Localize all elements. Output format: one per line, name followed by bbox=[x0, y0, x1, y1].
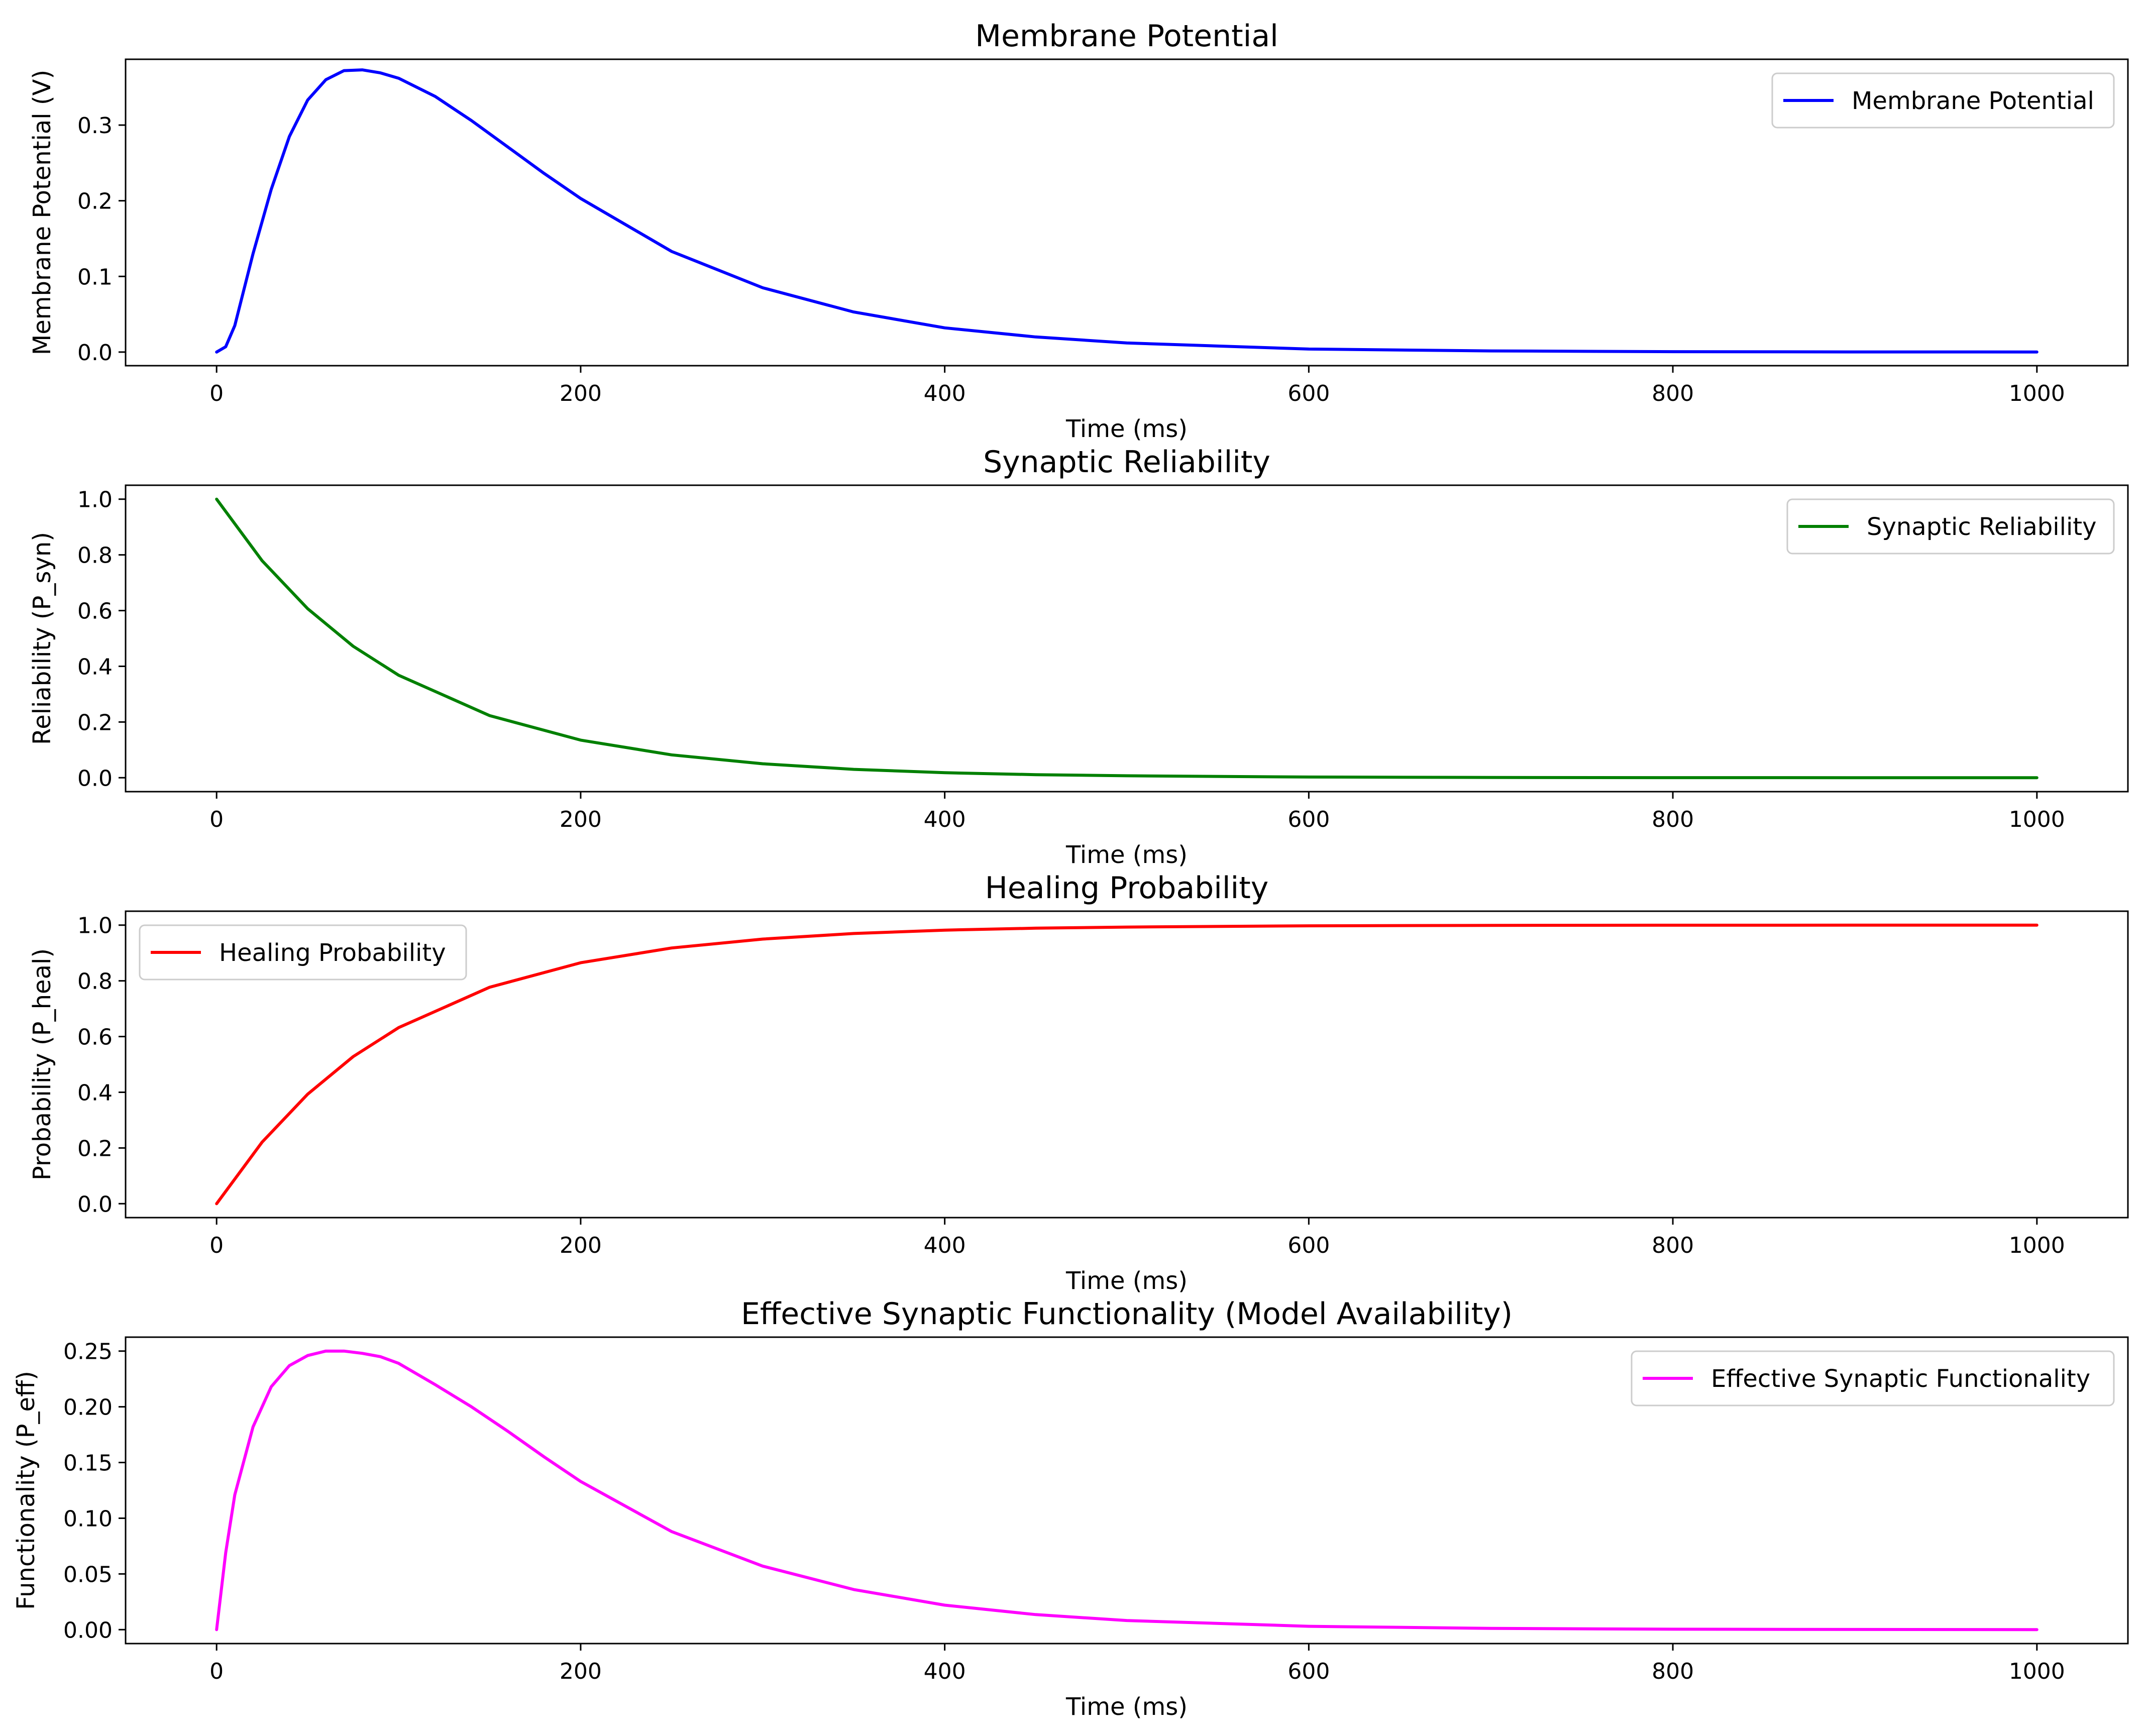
x-axis-label: Time (ms) bbox=[1065, 1693, 1188, 1721]
legend-label: Effective Synaptic Functionality bbox=[1711, 1365, 2090, 1393]
x-tick-label: 200 bbox=[560, 1233, 602, 1258]
x-tick-label: 800 bbox=[1652, 1233, 1694, 1258]
y-tick-label: 1.0 bbox=[77, 913, 113, 939]
legend-box bbox=[139, 924, 467, 981]
series-line bbox=[215, 497, 2038, 780]
y-axis-label: Probability (P_heal) bbox=[28, 948, 56, 1180]
axes-frame bbox=[125, 58, 2129, 367]
series-line bbox=[215, 923, 2038, 1206]
legend: Synaptic Reliability bbox=[1786, 498, 2115, 555]
series-line bbox=[215, 1349, 2038, 1632]
x-axis-label: Time (ms) bbox=[1065, 841, 1188, 869]
y-tick-label: 0.0 bbox=[77, 766, 113, 791]
x-axis-label: Time (ms) bbox=[1065, 1267, 1188, 1295]
y-tick-label: 0.6 bbox=[77, 1025, 113, 1050]
y-tick-label: 0.25 bbox=[63, 1339, 113, 1365]
legend: Healing Probability bbox=[139, 924, 467, 981]
x-tick-label: 800 bbox=[1652, 381, 1694, 406]
x-tick-label: 400 bbox=[924, 381, 966, 406]
subplot-title: Effective Synaptic Functionality (Model … bbox=[741, 1296, 1513, 1332]
legend: Membrane Potential bbox=[1771, 72, 2115, 129]
legend: Effective Synaptic Functionality bbox=[1631, 1350, 2115, 1406]
y-tick-label: 0.10 bbox=[63, 1506, 113, 1532]
x-tick-label: 600 bbox=[1287, 381, 1330, 406]
axes-frame bbox=[125, 484, 2129, 793]
x-tick-label: 1000 bbox=[2009, 1233, 2065, 1258]
x-tick-label: 1000 bbox=[2009, 1659, 2065, 1684]
legend-label: Synaptic Reliability bbox=[1867, 513, 2097, 541]
x-tick-label: 600 bbox=[1287, 1233, 1330, 1258]
axes-frame bbox=[125, 1336, 2129, 1645]
y-axis-label: Membrane Potential (V) bbox=[28, 70, 56, 355]
legend-label: Membrane Potential bbox=[1852, 87, 2094, 115]
y-tick-label: 0.05 bbox=[63, 1562, 113, 1587]
y-tick-label: 1.0 bbox=[77, 487, 113, 513]
y-tick-label: 0.1 bbox=[77, 264, 113, 290]
x-tick-label: 200 bbox=[560, 381, 602, 406]
x-tick-label: 200 bbox=[560, 807, 602, 832]
subplot-4: Effective Synaptic Functionality (Model … bbox=[12, 1296, 2129, 1721]
subplot-3: Healing Probability 0 200 400 600 800 1000 0.0 0… bbox=[28, 871, 2129, 1295]
x-tick-label: 1000 bbox=[2009, 381, 2065, 406]
x-tick-label: 800 bbox=[1652, 807, 1694, 832]
x-tick-label: 1000 bbox=[2009, 807, 2065, 832]
legend-box bbox=[1771, 72, 2115, 129]
x-tick-label: 0 bbox=[209, 807, 224, 832]
x-tick-label: 600 bbox=[1287, 1659, 1330, 1684]
y-tick-label: 0.4 bbox=[77, 1080, 113, 1106]
series-line bbox=[215, 68, 2038, 354]
x-tick-label: 600 bbox=[1287, 807, 1330, 832]
legend-label: Healing Probability bbox=[219, 939, 446, 967]
y-tick-label: 0.15 bbox=[63, 1451, 113, 1476]
y-tick-label: 0.4 bbox=[77, 654, 113, 680]
subplot-title: Membrane Potential bbox=[975, 19, 1278, 54]
subplot-title: Synaptic Reliability bbox=[983, 445, 1270, 480]
subplot-2: Synaptic Reliability 0 200 400 600 800 1000 0.0… bbox=[28, 445, 2129, 869]
x-tick-label: 800 bbox=[1652, 1659, 1694, 1684]
subplot-title: Healing Probability bbox=[985, 871, 1269, 906]
y-tick-label: 0.8 bbox=[77, 969, 113, 995]
y-tick-label: 0.3 bbox=[77, 113, 113, 139]
y-tick-label: 0.0 bbox=[77, 340, 113, 366]
x-tick-label: 200 bbox=[560, 1659, 602, 1684]
y-tick-label: 0.6 bbox=[77, 599, 113, 624]
y-tick-label: 0.8 bbox=[77, 543, 113, 569]
y-tick-label: 0.20 bbox=[63, 1395, 113, 1421]
legend-box bbox=[1631, 1350, 2115, 1406]
x-axis-label: Time (ms) bbox=[1065, 415, 1188, 443]
y-tick-label: 0.2 bbox=[77, 189, 113, 214]
axes-frame bbox=[125, 910, 2129, 1219]
legend-box bbox=[1786, 498, 2115, 555]
y-axis-label: Reliability (P_syn) bbox=[28, 532, 56, 745]
y-tick-label: 0.00 bbox=[63, 1617, 113, 1643]
x-tick-label: 0 bbox=[209, 381, 224, 406]
x-tick-label: 400 bbox=[924, 807, 966, 832]
x-tick-label: 400 bbox=[924, 1233, 966, 1258]
subplot-1: Membrane Potential 0 200 400 600 800 1000 0.0 0.… bbox=[28, 19, 2129, 443]
x-tick-label: 0 bbox=[209, 1659, 224, 1684]
x-tick-label: 400 bbox=[924, 1659, 966, 1684]
y-tick-label: 0.2 bbox=[77, 710, 113, 735]
y-tick-label: 0.2 bbox=[77, 1136, 113, 1161]
y-axis-label: Functionality (P_eff) bbox=[12, 1371, 40, 1610]
y-tick-label: 0.0 bbox=[77, 1191, 113, 1217]
x-tick-label: 0 bbox=[209, 1233, 224, 1258]
